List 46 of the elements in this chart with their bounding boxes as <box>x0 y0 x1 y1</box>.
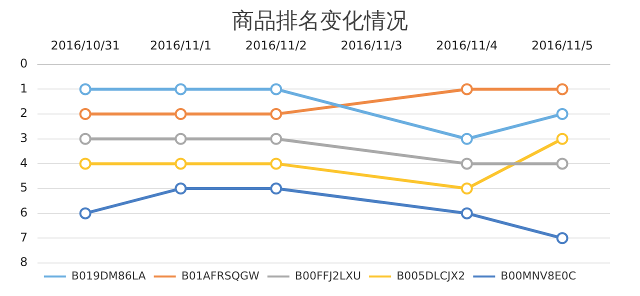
x-tick-label: 2016/11/2 <box>245 38 307 52</box>
x-tick-label: 2016/11/5 <box>532 38 594 52</box>
point <box>460 207 473 220</box>
point <box>79 207 92 220</box>
y-tick-label: 6 <box>20 205 28 220</box>
point <box>79 132 92 145</box>
legend-label: B00FFJ2LXU <box>294 269 362 282</box>
y-tick-label: 7 <box>20 230 28 244</box>
point <box>556 83 568 96</box>
legend-label: B00MNV8E0C <box>500 269 576 282</box>
point <box>556 232 568 244</box>
point <box>174 108 187 120</box>
point <box>270 132 282 145</box>
point <box>270 158 282 170</box>
y-tick-label: 4 <box>20 156 28 170</box>
point <box>556 132 568 145</box>
point <box>556 158 568 170</box>
point <box>174 83 187 96</box>
point <box>79 108 92 120</box>
x-tick-label: 2016/11/4 <box>436 38 498 52</box>
point <box>174 182 187 195</box>
legend-label: B019DM86LA <box>71 269 146 282</box>
legend-label: B005DLCJX2 <box>396 269 466 282</box>
y-tick-label: 1 <box>20 81 28 96</box>
point <box>79 83 92 96</box>
point <box>460 158 473 170</box>
y-tick-label: 3 <box>20 131 28 145</box>
point <box>460 83 473 96</box>
point <box>270 83 282 96</box>
point <box>174 132 187 145</box>
point <box>460 132 473 145</box>
chart-title: 商品排名变化情况 <box>231 8 409 36</box>
y-tick-label: 2 <box>20 106 28 120</box>
point <box>79 158 92 170</box>
y-tick-label: 0 <box>20 56 28 71</box>
point <box>460 182 473 195</box>
point <box>270 108 282 120</box>
legend-label: B01AFRSQGW <box>181 269 260 282</box>
point <box>556 108 568 120</box>
y-tick-label: 8 <box>20 255 28 270</box>
x-tick-label: 2016/11/3 <box>340 38 402 52</box>
x-tick-label: 2016/11/1 <box>150 38 212 52</box>
x-tick-label: 2016/10/31 <box>50 38 120 52</box>
point <box>270 182 282 195</box>
y-tick-label: 5 <box>20 180 28 195</box>
point <box>174 158 187 170</box>
